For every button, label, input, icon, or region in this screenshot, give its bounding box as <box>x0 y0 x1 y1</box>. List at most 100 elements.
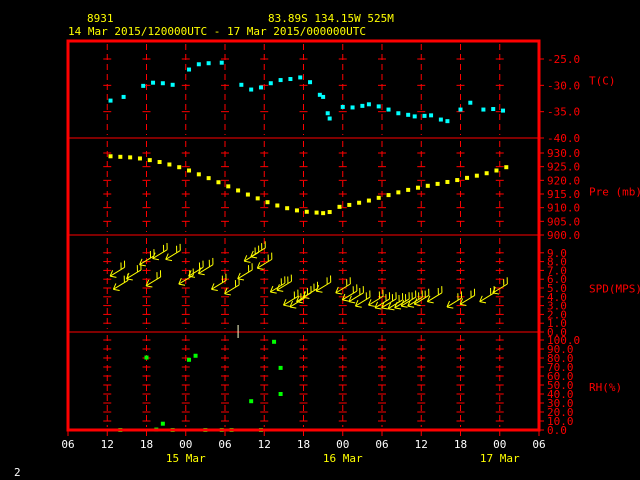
x-day-label: 17 Mar <box>480 452 520 465</box>
wind-barb-flag <box>411 292 413 300</box>
pressure-point <box>216 180 221 185</box>
wind-barb-head <box>244 260 251 263</box>
wind-barb <box>354 290 371 308</box>
wind-barb-flag <box>428 288 430 296</box>
wind-barb-head <box>257 267 264 270</box>
wind-barb-staff <box>109 266 125 277</box>
page-number: 2 <box>14 466 21 479</box>
wind-barb-head <box>302 291 307 298</box>
wind-barb-flag <box>290 274 292 282</box>
wind-barb-head <box>394 301 398 309</box>
x-tick-label: 18 <box>140 438 153 451</box>
x-tick-label: 00 <box>336 438 349 451</box>
y-tick-label: -35.0 <box>547 106 580 119</box>
wind-barb-head <box>368 304 375 307</box>
wind-barb-head <box>289 300 293 308</box>
wind-barb-flag <box>330 275 332 283</box>
wind-barb <box>400 290 417 308</box>
temperature-point <box>219 60 224 65</box>
wind-barb-staff <box>302 287 318 298</box>
y-tick-label: -30.0 <box>547 79 580 92</box>
pressure-point <box>406 187 411 192</box>
wind-barb-head <box>368 299 372 306</box>
wind-barb-staff <box>381 298 397 309</box>
wind-barb-head <box>256 262 261 269</box>
panel-label: Pre (mb) <box>589 186 640 199</box>
wind-barb-head <box>407 299 411 307</box>
wind-barb-head <box>341 293 346 301</box>
wind-barb-flag <box>136 265 138 272</box>
wind-barb-head <box>211 288 218 292</box>
temperature-point <box>258 85 263 90</box>
wind-barb-flag <box>267 254 269 262</box>
relative_humidity-point <box>187 357 192 362</box>
y-tick-label: 4.0 <box>547 291 567 304</box>
wind-barb-head <box>414 303 421 306</box>
wind-barb-staff <box>139 255 155 266</box>
pressure-point <box>118 154 123 159</box>
wind-barb <box>459 288 476 306</box>
wind-barb-head <box>178 283 186 286</box>
wind-barb-head <box>492 286 496 294</box>
relative_humidity-point <box>249 399 254 404</box>
wind-barb <box>152 242 168 261</box>
wind-barb-flag <box>156 272 158 279</box>
wind-barb-flag <box>293 291 295 299</box>
panel-label: RH(%) <box>589 381 622 394</box>
wind-barb <box>276 274 292 292</box>
pressure-point <box>265 200 270 205</box>
wind-barb-flag <box>176 245 178 253</box>
wind-barb-flag <box>405 294 407 301</box>
wind-barb <box>109 260 126 278</box>
temperature-point <box>412 114 417 119</box>
x-tick-label: 18 <box>454 438 467 451</box>
temperature-point <box>327 116 332 121</box>
wind-barb-staff <box>368 295 384 306</box>
wind-barb-head <box>109 270 114 277</box>
x-tick-label: 06 <box>61 438 74 451</box>
wind-barb-flag <box>362 286 364 293</box>
y-tick-label: 50.0 <box>547 379 574 392</box>
wind-barb-flag <box>264 241 266 248</box>
wind-barb-flag <box>437 287 439 295</box>
x-tick-label: 12 <box>415 438 428 451</box>
wind-barb-head <box>237 278 245 281</box>
temperature-point <box>481 107 486 112</box>
wind-barb-head <box>479 295 483 302</box>
y-tick-label: 915.0 <box>547 188 580 201</box>
pressure-point <box>285 206 290 211</box>
wind-barb-flag <box>503 279 505 286</box>
temperature-point <box>288 77 293 82</box>
wind-barb-head <box>188 275 195 278</box>
wind-barb <box>426 286 443 304</box>
pressure-point <box>128 155 133 160</box>
wind-barb-flag <box>261 243 263 250</box>
wind-barb-flag <box>421 290 423 298</box>
temperature-point <box>438 117 443 122</box>
wind-barb-flag <box>398 295 400 302</box>
data-layer <box>108 60 509 432</box>
pressure-point <box>275 203 280 208</box>
y-tick-label: 7.0 <box>547 264 567 277</box>
wind-barb <box>211 273 227 292</box>
wind-barb-head <box>165 253 169 260</box>
temperature-point <box>350 105 355 110</box>
wind-barb <box>335 277 351 295</box>
wind-barb-head <box>188 270 192 277</box>
wind-barb-head <box>446 300 450 308</box>
wind-barb-head <box>269 285 274 293</box>
wind-barb-head <box>224 293 231 296</box>
temperature-point <box>249 87 254 92</box>
wind-barb-head <box>112 283 117 290</box>
wind-barb-flag <box>313 283 315 291</box>
temperature-point <box>170 82 175 87</box>
wind-barb-head <box>492 292 500 295</box>
wind-barb-head <box>237 272 241 279</box>
pressure-point <box>396 190 401 195</box>
wind-barb <box>250 241 266 259</box>
wind-barb <box>283 289 299 307</box>
y-tick-label: 3.0 <box>547 300 567 313</box>
wind-barb-flag <box>418 292 420 300</box>
wind-barb-staff <box>283 295 299 306</box>
